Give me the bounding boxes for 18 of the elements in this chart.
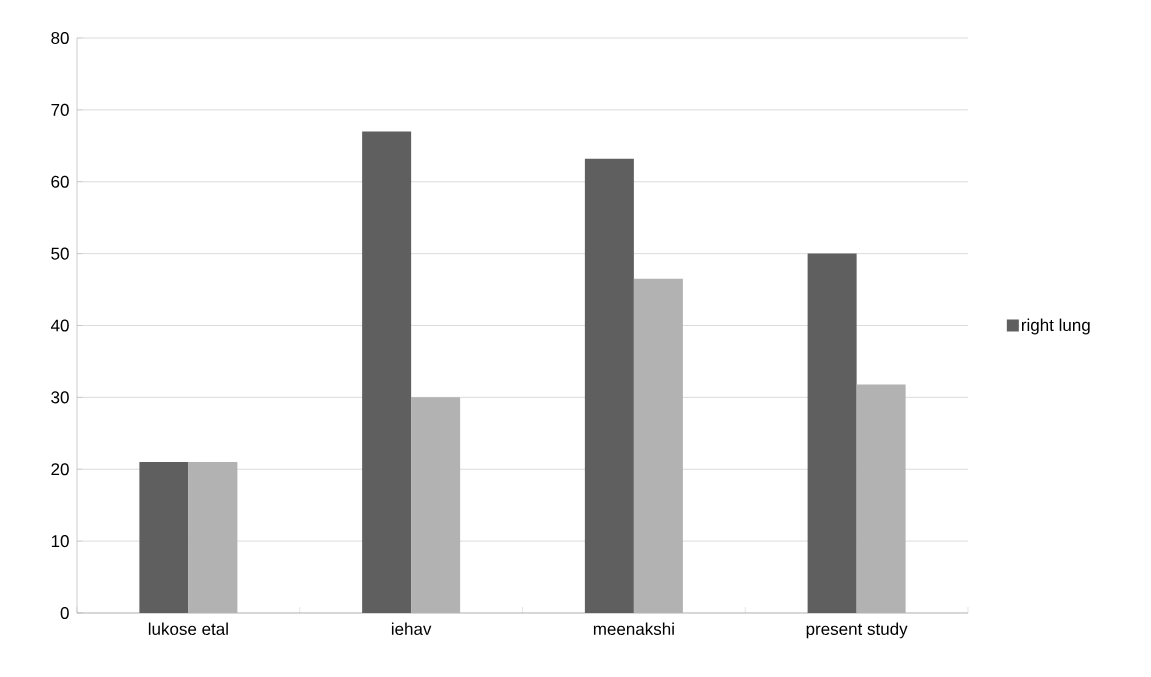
bar [362,131,412,613]
x-tick-label: meenakshi [593,622,674,636]
legend-label: right lung [1021,318,1090,335]
y-tick-label: 10 [51,535,69,548]
x-tick-label: iehav [391,622,432,636]
bar [584,158,634,613]
y-tick-label: 40 [50,319,69,332]
y-tick-label: 80 [51,31,69,45]
bar [139,462,189,613]
bar [807,253,857,613]
y-tick-label: 50 [51,247,69,260]
y-tick-label: 30 [51,391,69,404]
x-tick-label: lukose etal [148,622,228,636]
y-tick-label: 20 [51,463,69,476]
y-tick-label: 70 [51,103,69,116]
y-tick-label: 60 [51,175,69,188]
y-tick-label: 0 [60,606,69,620]
x-tick-label: present study [806,622,908,639]
